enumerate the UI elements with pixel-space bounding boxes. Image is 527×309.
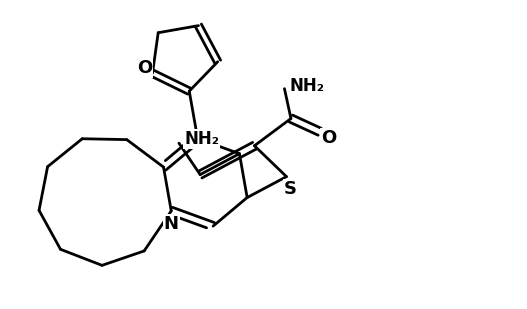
Text: NH₂: NH₂ bbox=[290, 77, 325, 95]
Text: O: O bbox=[138, 59, 152, 77]
Text: S: S bbox=[284, 180, 297, 198]
Text: NH₂: NH₂ bbox=[184, 130, 219, 148]
Text: N: N bbox=[164, 214, 179, 233]
Text: O: O bbox=[321, 129, 336, 147]
